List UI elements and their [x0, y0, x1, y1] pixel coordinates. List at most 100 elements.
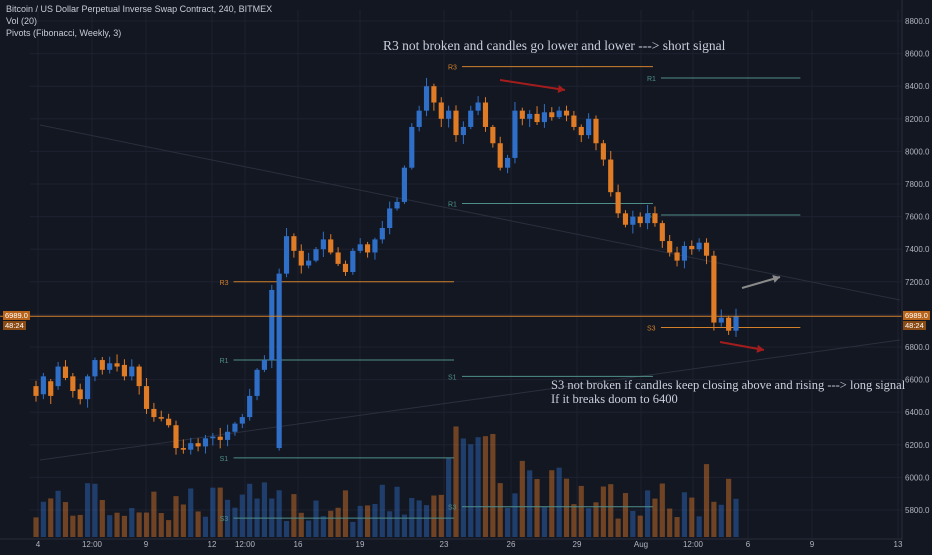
candle[interactable] [645, 213, 651, 224]
candle[interactable] [659, 223, 665, 242]
candle[interactable] [586, 118, 592, 136]
candle[interactable] [85, 376, 91, 400]
candle[interactable] [512, 110, 518, 158]
candle[interactable] [652, 213, 658, 224]
candle[interactable] [291, 236, 297, 251]
candle[interactable] [92, 360, 98, 377]
candle[interactable] [416, 110, 422, 127]
candle[interactable] [217, 436, 223, 440]
candle[interactable] [578, 126, 584, 136]
candle[interactable] [733, 316, 739, 331]
candle[interactable] [703, 242, 710, 256]
candle[interactable] [365, 244, 371, 253]
candle[interactable] [180, 448, 186, 450]
candle[interactable] [62, 366, 69, 378]
candle[interactable] [328, 239, 334, 253]
candle[interactable] [40, 376, 46, 395]
candle[interactable] [121, 364, 127, 377]
candle[interactable] [99, 360, 105, 370]
candle[interactable] [107, 363, 113, 370]
candle[interactable] [70, 376, 76, 392]
candle[interactable] [306, 260, 312, 266]
candle[interactable] [615, 192, 621, 214]
volume-indicator-label[interactable]: Vol (20) [6, 16, 38, 26]
candle[interactable] [283, 236, 290, 274]
candle[interactable] [350, 250, 356, 273]
candle[interactable] [563, 110, 570, 116]
candle[interactable] [261, 360, 267, 370]
candle[interactable] [453, 110, 459, 136]
candle[interactable] [151, 408, 157, 418]
candle[interactable] [534, 113, 540, 123]
candle[interactable] [475, 102, 481, 111]
candle[interactable] [320, 239, 326, 250]
candle[interactable] [129, 366, 135, 377]
candle[interactable] [446, 110, 452, 119]
candle[interactable] [247, 395, 253, 418]
symbol-title[interactable]: Bitcoin / US Dollar Perpetual Inverse Sw… [6, 4, 273, 14]
candle[interactable] [718, 317, 724, 323]
candle[interactable] [342, 263, 349, 273]
candle[interactable] [33, 386, 39, 396]
candle[interactable] [225, 431, 231, 440]
candle[interactable] [593, 118, 599, 144]
candle[interactable] [497, 143, 503, 168]
candle[interactable] [527, 113, 533, 119]
candle[interactable] [482, 102, 489, 127]
candle[interactable] [188, 443, 194, 450]
candle[interactable] [505, 157, 511, 168]
candle[interactable] [401, 167, 407, 202]
candle[interactable] [519, 110, 525, 119]
candle[interactable] [269, 289, 275, 361]
candle[interactable] [549, 112, 555, 118]
candle[interactable] [394, 201, 400, 209]
candle[interactable] [423, 86, 430, 111]
candle[interactable] [711, 255, 717, 323]
candle[interactable] [387, 208, 393, 229]
candle[interactable] [239, 417, 245, 424]
candle[interactable] [696, 242, 702, 250]
candle[interactable] [357, 244, 363, 251]
candle[interactable] [77, 389, 83, 400]
candle[interactable] [335, 252, 341, 264]
candle[interactable] [232, 423, 238, 432]
candle[interactable] [438, 102, 444, 119]
candle[interactable] [689, 245, 695, 250]
candle[interactable] [622, 213, 629, 225]
candle[interactable] [608, 159, 614, 193]
pivots-indicator-label[interactable]: Pivots (Fibonacci, Weekly, 3) [6, 28, 122, 38]
candle[interactable] [313, 249, 319, 261]
candle[interactable] [541, 112, 547, 123]
candle[interactable] [667, 241, 673, 253]
candle[interactable] [136, 366, 142, 387]
candle[interactable] [372, 239, 378, 253]
candle[interactable] [468, 110, 474, 127]
candle[interactable] [674, 252, 680, 261]
candle[interactable] [490, 126, 496, 144]
candle[interactable] [637, 216, 643, 224]
candle[interactable] [48, 381, 54, 396]
candle[interactable] [556, 110, 562, 118]
candle[interactable] [114, 363, 120, 367]
candle[interactable] [173, 425, 179, 449]
candle[interactable] [726, 317, 732, 331]
candle[interactable] [298, 250, 304, 266]
candle[interactable] [630, 216, 636, 225]
candle[interactable] [55, 366, 61, 387]
candle[interactable] [460, 126, 466, 136]
candle[interactable] [254, 369, 260, 396]
candle[interactable] [195, 443, 201, 447]
candle[interactable] [431, 86, 437, 103]
candle[interactable] [202, 438, 209, 447]
candle[interactable] [409, 126, 415, 168]
candle[interactable] [210, 436, 216, 439]
candle[interactable] [158, 417, 164, 419]
candle[interactable] [379, 228, 385, 240]
candle[interactable] [681, 245, 687, 261]
candle[interactable] [600, 143, 606, 160]
candle[interactable] [571, 115, 577, 127]
candle[interactable] [143, 386, 150, 409]
candle[interactable] [166, 418, 172, 426]
